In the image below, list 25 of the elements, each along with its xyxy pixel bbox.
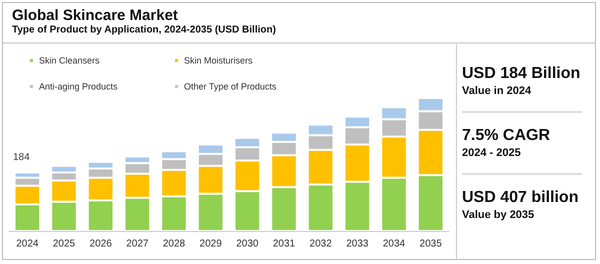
legend-label: Skin Moisturisers	[184, 56, 254, 66]
x-tick-label: 2032	[310, 238, 332, 250]
x-tick-label: 2035	[420, 238, 442, 250]
annotation: 184	[12, 152, 30, 163]
legend-label: Anti-aging Products	[39, 82, 118, 92]
x-tick-label: 2034	[382, 238, 406, 250]
x-tick-label: 2027	[126, 238, 149, 250]
legend-label: Other Type of Products	[184, 82, 277, 92]
x-tick-label: 2029	[200, 238, 222, 250]
x-tick-label: 2031	[272, 238, 296, 250]
x-tick-label: 2028	[162, 238, 186, 250]
x-tick-label: 2030	[236, 238, 259, 250]
legend-label: Skin Cleansers	[39, 56, 100, 66]
text: USD 407 billion	[462, 189, 580, 207]
x-tick-label: 2024	[16, 238, 39, 250]
text: 2024 - 2025	[462, 147, 522, 159]
chart-subtitle: Type of Product by Application, 2024-2035 (USD Billion)	[12, 24, 276, 36]
chart-title: Global Skincare Market	[12, 7, 178, 24]
text: Value by 2035	[462, 209, 536, 221]
text: 7.5% CAGR	[462, 127, 552, 145]
x-tick-label: 2033	[346, 238, 369, 250]
x-tick-label: 2025	[52, 238, 76, 250]
x-tick-label: 2026	[90, 238, 112, 250]
text: Value in 2024	[462, 85, 532, 97]
text: USD 184 Billion	[462, 65, 582, 83]
